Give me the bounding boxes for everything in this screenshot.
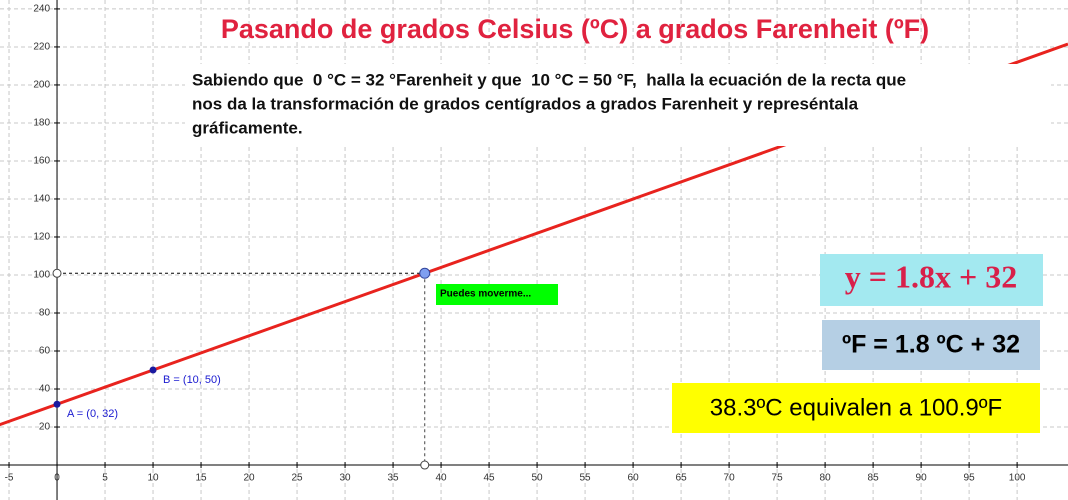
y-tick-label: 200	[33, 80, 50, 91]
chart-title: Pasando de grados Celsius (ºC) a grados …	[221, 14, 929, 44]
problem-box	[185, 64, 1051, 146]
point	[53, 400, 61, 408]
equation: y = 1.8x + 32	[845, 258, 1017, 294]
y-tick-label: 160	[33, 156, 50, 167]
x-tick-label: 45	[484, 473, 496, 484]
y-tick-label: 60	[39, 346, 51, 357]
y-tick-label: 80	[39, 308, 51, 319]
x-tick-label: 95	[964, 473, 976, 484]
x-tick-label: 40	[436, 473, 448, 484]
x-tick-label: 25	[291, 473, 303, 484]
point-label: A = (0, 32)	[67, 408, 118, 420]
problem-text: Sabiendo que 0 °C = 32 °Farenheit y que …	[192, 70, 906, 89]
x-tick-label: 20	[243, 473, 255, 484]
x-tick-label: 30	[339, 473, 351, 484]
y-tick-label: 240	[33, 4, 50, 15]
y-tick-label: 40	[39, 384, 51, 395]
result: 38.3ºC equivalen a 100.9ºF	[710, 394, 1002, 421]
x-tick-label: 50	[532, 473, 544, 484]
problem-text: gráficamente.	[192, 118, 303, 137]
y-tick-label: 20	[39, 422, 51, 433]
hint-box[interactable]	[436, 284, 558, 305]
x-tick-label: 75	[772, 473, 784, 484]
y-projection-point	[52, 268, 62, 278]
x-tick-label: 65	[676, 473, 688, 484]
equation-box	[820, 254, 1043, 306]
x-tick-label: 55	[580, 473, 592, 484]
x-tick-label: 70	[724, 473, 736, 484]
point-label: B = (10, 50)	[163, 374, 221, 386]
y-tick-label: 100	[33, 270, 50, 281]
x-tick-label: 5	[102, 473, 108, 484]
x-tick-label: 15	[195, 473, 207, 484]
result-box	[672, 383, 1040, 433]
x-tick-label: 10	[147, 473, 159, 484]
y-tick-label: 180	[33, 118, 50, 129]
equation-units: ºF = 1.8 ºC + 32	[842, 331, 1020, 359]
x-tick-label: 85	[868, 473, 880, 484]
x-tick-label: 100	[1009, 473, 1026, 484]
movable-point[interactable]	[419, 267, 431, 279]
x-tick-label: -5	[5, 473, 14, 484]
x-tick-label: 35	[387, 473, 399, 484]
x-tick-label: 80	[820, 473, 832, 484]
y-tick-label: 120	[33, 232, 50, 243]
problem-text: nos da la transformación de grados centí…	[192, 94, 859, 113]
y-tick-label: 140	[33, 194, 50, 205]
x-projection-point	[420, 460, 430, 470]
point	[149, 366, 157, 374]
x-tick-label: 60	[628, 473, 640, 484]
y-tick-label: 220	[33, 42, 50, 53]
equation-units-box	[822, 320, 1040, 370]
hint: Puedes moverme...	[440, 289, 531, 300]
x-tick-label: 90	[916, 473, 928, 484]
